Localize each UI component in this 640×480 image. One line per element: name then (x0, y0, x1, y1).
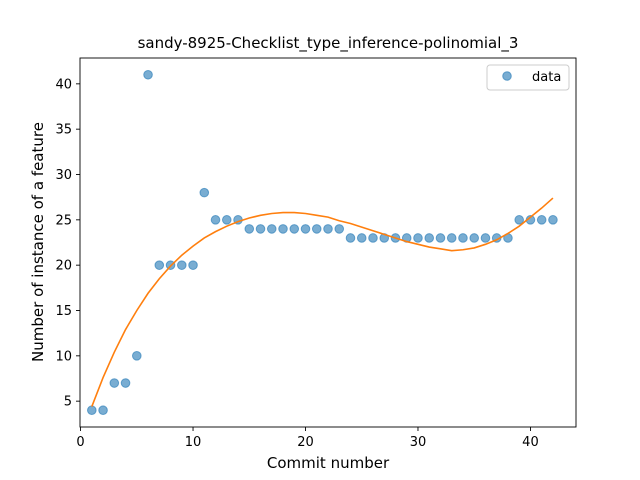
data-point (311, 224, 322, 234)
y-tick-label: 5 (64, 395, 72, 410)
y-tick-label: 30 (55, 168, 72, 183)
data-point (548, 215, 558, 225)
data-point (244, 224, 255, 234)
legend: data (486, 64, 570, 91)
axes: 0 10 20 30 40 5 10 15 20 25 30 35 40 (55, 57, 577, 450)
data-point (435, 233, 446, 243)
data-point (120, 378, 131, 388)
data-point (514, 215, 525, 225)
axes-frame (79, 57, 577, 428)
data-point (98, 405, 108, 416)
x-axis-title: Commit number (267, 454, 390, 472)
data-point (368, 233, 378, 243)
y-tick-label: 10 (55, 349, 72, 364)
y-tick-label: 15 (55, 304, 72, 319)
data-point (480, 233, 491, 243)
data-point (424, 233, 435, 243)
data-point (446, 233, 457, 243)
data-point (345, 233, 356, 243)
x-tick-label: 10 (185, 435, 202, 450)
y-axis-title: Number of instance of a feature (29, 122, 47, 362)
data-point (199, 187, 210, 198)
y-tick-label: 40 (55, 77, 72, 92)
data-point (323, 224, 333, 234)
data-point (469, 233, 480, 243)
data-point (87, 405, 97, 416)
x-tick-label: 40 (522, 435, 539, 450)
x-tick-label: 30 (410, 435, 427, 450)
data-point (266, 224, 277, 234)
data-point (188, 260, 198, 270)
data-point (131, 351, 142, 361)
data-point (413, 233, 423, 243)
data-point (176, 260, 187, 270)
data-point (221, 215, 232, 225)
x-tick-label: 20 (297, 435, 314, 450)
chart-title: sandy-8925-Checklist_type_inference-poli… (138, 34, 519, 53)
data-point (109, 378, 120, 388)
data-point (255, 224, 266, 234)
y-tick-label: 35 (55, 123, 72, 138)
data-point (143, 69, 153, 80)
data-point (289, 224, 300, 234)
data-point (458, 233, 468, 243)
legend-marker (502, 71, 512, 81)
data-point (278, 224, 288, 234)
legend-label: data (532, 70, 561, 85)
data-point (154, 260, 165, 270)
data-point (334, 224, 345, 234)
plot-area (87, 69, 558, 416)
y-tick-label: 25 (55, 213, 72, 228)
data-point (300, 224, 311, 234)
y-tick-label: 20 (55, 259, 72, 274)
data-point (210, 215, 221, 225)
data-point (536, 215, 547, 225)
fit-line (91, 197, 554, 407)
x-tick-label: 0 (76, 435, 84, 450)
data-point (356, 233, 367, 243)
